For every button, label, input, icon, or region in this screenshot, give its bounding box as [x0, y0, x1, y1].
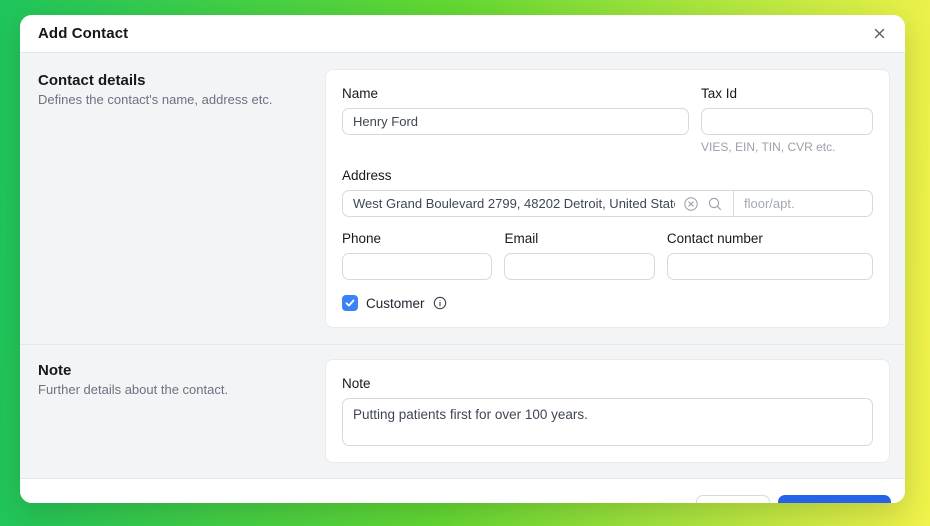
- floor-apt-input[interactable]: [734, 191, 872, 216]
- row-name-tax: Name Tax Id VIES, EIN, TIN, CVR etc.: [342, 86, 873, 154]
- phone-field-group: Phone: [342, 231, 493, 280]
- address-label: Address: [342, 168, 392, 183]
- section-divider: [20, 344, 905, 345]
- modal-body: Contact details Defines the contact's na…: [20, 53, 905, 478]
- section-note: Note Further details about the contact. …: [20, 345, 905, 478]
- name-label: Name: [342, 86, 379, 101]
- customer-checkbox-row: Customer: [342, 295, 873, 311]
- email-input[interactable]: [504, 253, 655, 280]
- email-field-group: Email: [504, 231, 655, 280]
- email-label: Email: [504, 231, 539, 246]
- close-icon[interactable]: [870, 24, 889, 43]
- tax-id-input[interactable]: [701, 108, 873, 135]
- tax-id-hint: VIES, EIN, TIN, CVR etc.: [701, 140, 836, 154]
- search-icon[interactable]: [703, 196, 727, 212]
- contact-number-field-group: Contact number: [666, 231, 873, 280]
- address-field-group: Address: [342, 168, 873, 217]
- row-contacts: Phone Email Contact number: [342, 231, 873, 280]
- section-info: Contact details Defines the contact's na…: [38, 69, 325, 107]
- section-info: Note Further details about the contact.: [38, 359, 325, 397]
- add-contact-modal: Add Contact Contact details Defines the …: [20, 15, 905, 503]
- address-divider: [733, 191, 734, 216]
- note-textarea[interactable]: Putting patients first for over 100 year…: [342, 398, 873, 446]
- contact-number-input[interactable]: [666, 253, 873, 280]
- note-label: Note: [342, 376, 371, 391]
- phone-label: Phone: [342, 231, 382, 246]
- section-subtitle: Defines the contact's name, address etc.: [38, 92, 273, 107]
- contact-details-card: Name Tax Id VIES, EIN, TIN, CVR etc. Add…: [325, 69, 890, 328]
- cancel-button[interactable]: Cancel: [695, 495, 770, 503]
- name-input[interactable]: [342, 108, 689, 135]
- phone-input[interactable]: [342, 253, 493, 280]
- address-combo: [342, 190, 873, 217]
- modal-footer: Cancel Save contact: [20, 478, 905, 503]
- section-contact-details: Contact details Defines the contact's na…: [20, 53, 905, 344]
- note-section-title: Note: [38, 362, 72, 379]
- address-input[interactable]: [343, 191, 679, 216]
- save-contact-button[interactable]: Save contact: [777, 495, 891, 503]
- name-field-group: Name: [342, 86, 689, 154]
- modal-title: Add Contact: [38, 25, 129, 42]
- info-icon[interactable]: [433, 296, 447, 310]
- contact-number-label: Contact number: [666, 231, 763, 246]
- note-section-subtitle: Further details about the contact.: [38, 382, 229, 397]
- section-title: Contact details: [38, 72, 146, 89]
- clear-circle-icon[interactable]: [679, 196, 703, 212]
- customer-checkbox[interactable]: [342, 295, 358, 311]
- note-card: Note Putting patients first for over 100…: [325, 359, 890, 463]
- customer-checkbox-label: Customer: [366, 295, 425, 311]
- tax-id-label: Tax Id: [701, 86, 738, 101]
- tax-id-field-group: Tax Id VIES, EIN, TIN, CVR etc.: [701, 86, 873, 154]
- modal-header: Add Contact: [20, 15, 905, 53]
